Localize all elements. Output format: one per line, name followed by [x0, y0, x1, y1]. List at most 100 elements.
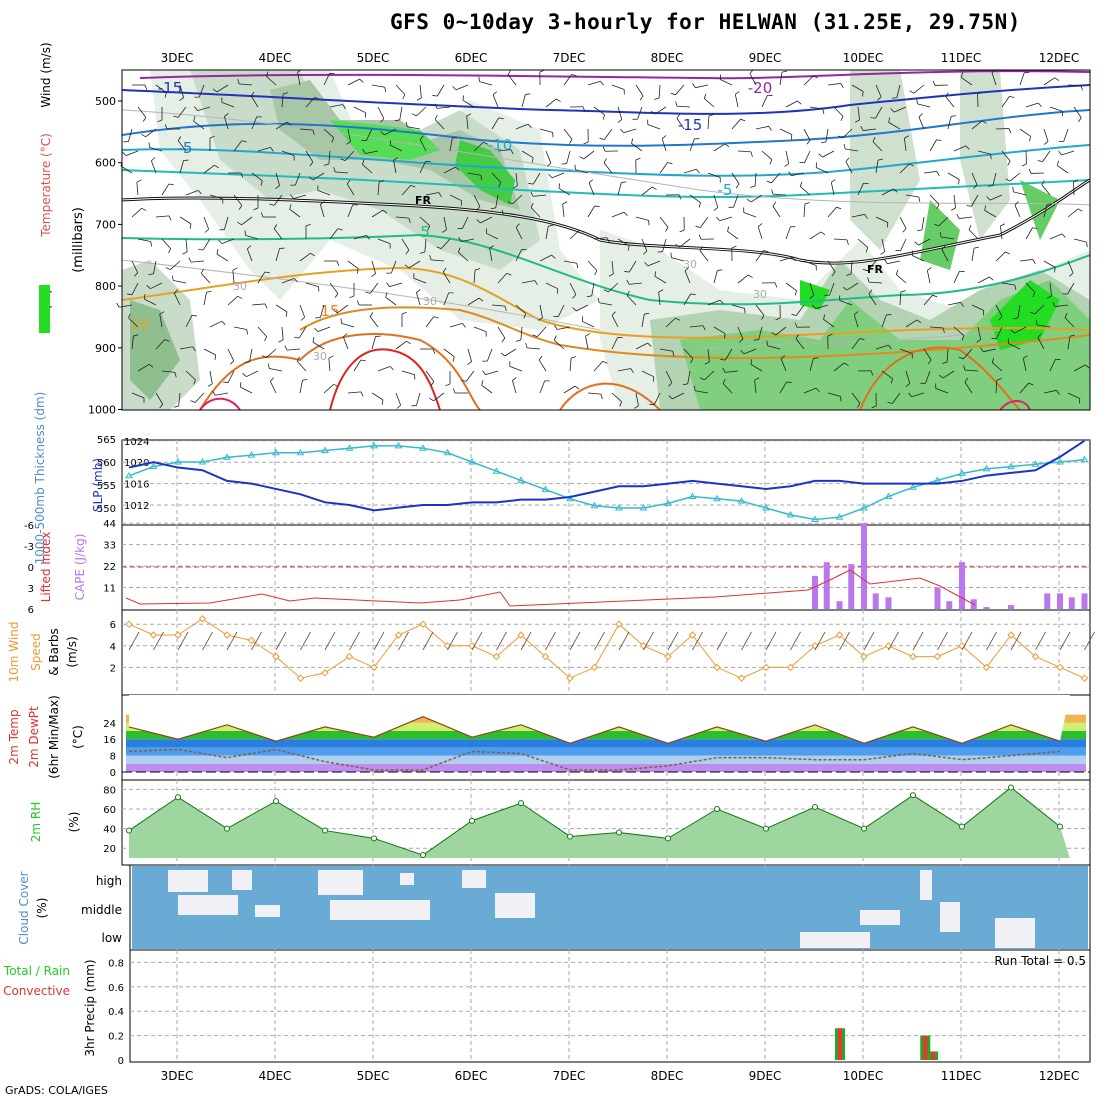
- thickness-point: [370, 441, 378, 449]
- date-label-top: 11DEC: [941, 51, 981, 65]
- wind-barb: [617, 106, 623, 120]
- wind-barb-flag: [968, 224, 972, 230]
- wind-barb: [582, 320, 595, 328]
- wind-barb: [246, 370, 259, 378]
- wind-barb-flag: [490, 207, 496, 210]
- wind-barb-flag: [427, 225, 431, 231]
- wind-barb: [1057, 165, 1069, 174]
- wind-barb-flag: [442, 267, 447, 273]
- wind-barb: [617, 182, 622, 196]
- contour-lines: [122, 70, 1090, 410]
- wind-barb: [320, 204, 325, 218]
- date-label-top: 5DEC: [357, 51, 390, 65]
- wind-barb-flag: [780, 355, 786, 360]
- wind-barb-flag: [406, 340, 411, 345]
- wind-barb: [875, 106, 883, 119]
- wind-barb-flag: [966, 205, 972, 207]
- wind-barb-flag: [523, 313, 527, 319]
- wind-barb-flag: [546, 162, 552, 167]
- wind-barb: [665, 317, 676, 328]
- wind-barb-flag: [551, 254, 556, 259]
- wind-barb: [251, 303, 265, 306]
- wind-barb: [473, 194, 481, 207]
- wind-barb: [868, 293, 877, 306]
- wind-barb: [563, 128, 573, 140]
- wind-barb: [946, 348, 949, 362]
- wind-barb: [198, 84, 205, 98]
- date-label-top: 4DEC: [259, 51, 292, 65]
- wind-barb-flag: [504, 306, 507, 312]
- wind-barb: [329, 104, 343, 108]
- wind-barb-flag: [1069, 334, 1076, 337]
- wind-barb-flag: [831, 179, 836, 183]
- wind-barb-flag: [902, 228, 907, 233]
- wind-barb-flag: [173, 405, 179, 408]
- wind-barb-flag: [165, 267, 171, 271]
- wind-barb-flag: [854, 119, 860, 123]
- wind-barb: [895, 274, 907, 284]
- wind-barb-flag: [748, 274, 753, 278]
- wind-barb-flag: [230, 360, 234, 365]
- wind-barb: [1022, 358, 1027, 372]
- wind-barb: [209, 320, 222, 328]
- wind-speed-point: [786, 663, 795, 672]
- wind-speed-point: [713, 663, 721, 672]
- wind-barb: [703, 98, 715, 108]
- wind-barb: [713, 270, 718, 284]
- wind-barb: [779, 72, 783, 86]
- wind-barb-flag: [818, 153, 823, 158]
- wind-barb: [659, 216, 669, 228]
- wind-barb-flag: [360, 359, 366, 362]
- wind-speed-point: [321, 669, 329, 677]
- wind-barb: [566, 150, 571, 164]
- wind-barb: [131, 260, 139, 273]
- wind-barb: [984, 210, 997, 218]
- wind-barb-flag: [890, 108, 895, 113]
- wind-barb: [917, 103, 931, 108]
- wind-barb-flag: [804, 202, 810, 205]
- wind-barb: [677, 105, 691, 108]
- wind-barb: [545, 150, 552, 164]
- wind-barb-flag: [264, 271, 270, 274]
- wind-barb: [347, 78, 360, 86]
- wind-barb: [442, 271, 451, 284]
- wind-barb-flag: [455, 166, 460, 171]
- surface-wind-barb: [226, 631, 238, 651]
- surface-wind-barb: [422, 631, 434, 651]
- wind-barb: [491, 304, 505, 307]
- wind-barb: [641, 238, 648, 252]
- wind-barb-flag: [525, 93, 531, 95]
- wind-barb: [687, 370, 691, 384]
- wind-barb-flag: [1010, 329, 1015, 334]
- wind-barb-flag: [1008, 128, 1012, 134]
- wind-barb-flag: [221, 321, 226, 325]
- wind-barb: [971, 120, 983, 130]
- rh-area: [129, 787, 1070, 858]
- wind-barb-flag: [600, 394, 603, 400]
- wind-barb-flag: [1021, 163, 1027, 167]
- wind-barb-flag: [1014, 284, 1017, 291]
- li-tick: 3: [28, 584, 34, 595]
- wind-barb-flag: [916, 98, 918, 104]
- rh-point: [1008, 784, 1014, 791]
- wind-barb-flag: [753, 339, 759, 341]
- wind-barb: [733, 194, 739, 208]
- wind-barb-flag: [723, 333, 726, 339]
- wind-barb: [193, 120, 205, 130]
- wind-barb: [803, 75, 814, 86]
- wind-barb: [185, 370, 196, 381]
- wind-barb-flag: [530, 202, 534, 208]
- thickness-point: [149, 462, 158, 470]
- wind-tick: 2: [110, 663, 116, 674]
- precip-tick: 0.6: [108, 983, 124, 994]
- wind-barb-flag: [1062, 293, 1068, 295]
- wind-barb-flag: [572, 294, 577, 299]
- wind-barb: [977, 326, 982, 340]
- wind-barb-flag: [561, 163, 567, 165]
- wind-barb-flag: [727, 226, 730, 232]
- wind-barb: [449, 138, 453, 152]
- wind-barb-flag: [1052, 301, 1056, 307]
- wind-barb-flag: [657, 251, 663, 253]
- wind-barb-flag: [583, 141, 589, 145]
- contour-label: 10: [130, 316, 149, 334]
